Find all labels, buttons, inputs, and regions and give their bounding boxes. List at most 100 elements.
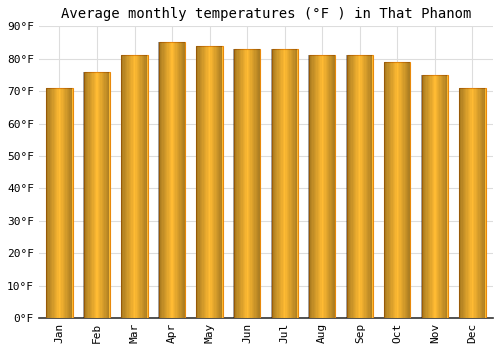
Bar bbox=[444, 75, 446, 318]
Bar bbox=[212, 46, 213, 318]
Bar bbox=[248, 49, 249, 318]
Bar bbox=[364, 55, 366, 318]
Bar bbox=[386, 62, 388, 318]
Bar bbox=[438, 75, 440, 318]
Bar bbox=[217, 46, 218, 318]
Bar bbox=[254, 49, 256, 318]
Bar bbox=[84, 72, 110, 318]
Bar bbox=[282, 49, 284, 318]
Bar bbox=[164, 42, 165, 318]
Bar bbox=[402, 62, 403, 318]
Bar bbox=[278, 49, 279, 318]
Bar bbox=[400, 62, 402, 318]
Bar bbox=[286, 49, 288, 318]
Bar bbox=[208, 46, 209, 318]
Bar bbox=[429, 75, 430, 318]
Bar bbox=[100, 72, 102, 318]
Bar bbox=[327, 55, 328, 318]
Bar bbox=[52, 88, 54, 318]
Bar bbox=[288, 49, 290, 318]
Bar bbox=[56, 88, 58, 318]
Bar bbox=[460, 88, 461, 318]
Bar bbox=[371, 55, 372, 318]
Bar bbox=[434, 75, 436, 318]
Bar bbox=[138, 55, 139, 318]
Bar bbox=[64, 88, 66, 318]
Bar bbox=[48, 88, 50, 318]
Bar bbox=[358, 55, 359, 318]
Bar bbox=[312, 55, 314, 318]
Bar bbox=[355, 55, 356, 318]
Bar bbox=[210, 46, 212, 318]
Bar bbox=[348, 55, 350, 318]
Bar bbox=[370, 55, 371, 318]
Bar bbox=[322, 55, 323, 318]
Bar bbox=[174, 42, 176, 318]
Bar bbox=[472, 88, 473, 318]
Bar bbox=[359, 55, 360, 318]
Bar bbox=[159, 42, 185, 318]
Bar bbox=[124, 55, 126, 318]
Bar bbox=[62, 88, 64, 318]
Bar bbox=[158, 42, 160, 318]
Bar bbox=[424, 75, 425, 318]
Bar bbox=[136, 55, 138, 318]
Bar bbox=[83, 72, 84, 318]
Bar bbox=[367, 55, 368, 318]
Bar bbox=[220, 46, 221, 318]
Bar bbox=[310, 55, 311, 318]
Title: Average monthly temperatures (°F ) in That Phanom: Average monthly temperatures (°F ) in Th… bbox=[60, 7, 471, 21]
Bar bbox=[368, 55, 370, 318]
Bar bbox=[50, 88, 51, 318]
Bar bbox=[426, 75, 428, 318]
Bar bbox=[143, 55, 144, 318]
Bar bbox=[441, 75, 442, 318]
Bar bbox=[122, 55, 124, 318]
Bar bbox=[250, 49, 252, 318]
Bar bbox=[84, 72, 86, 318]
Bar bbox=[408, 62, 410, 318]
Bar bbox=[271, 49, 272, 318]
Bar bbox=[296, 49, 297, 318]
Bar bbox=[96, 72, 98, 318]
Bar bbox=[46, 88, 72, 318]
Bar bbox=[428, 75, 429, 318]
Bar bbox=[436, 75, 437, 318]
Bar bbox=[180, 42, 182, 318]
Bar bbox=[318, 55, 319, 318]
Bar bbox=[218, 46, 220, 318]
Bar bbox=[142, 55, 143, 318]
Bar bbox=[396, 62, 398, 318]
Bar bbox=[249, 49, 250, 318]
Bar bbox=[389, 62, 390, 318]
Bar bbox=[66, 88, 68, 318]
Bar bbox=[55, 88, 56, 318]
Bar bbox=[354, 55, 355, 318]
Bar bbox=[323, 55, 324, 318]
Bar bbox=[290, 49, 292, 318]
Bar bbox=[352, 55, 354, 318]
Bar bbox=[478, 88, 480, 318]
Bar bbox=[425, 75, 426, 318]
Bar bbox=[95, 72, 96, 318]
Bar bbox=[314, 55, 315, 318]
Bar bbox=[432, 75, 433, 318]
Bar bbox=[236, 49, 238, 318]
Bar bbox=[128, 55, 130, 318]
Bar bbox=[176, 42, 178, 318]
Bar bbox=[87, 72, 88, 318]
Bar bbox=[384, 62, 410, 318]
Bar bbox=[406, 62, 407, 318]
Bar bbox=[311, 55, 312, 318]
Bar bbox=[161, 42, 162, 318]
Bar bbox=[59, 88, 60, 318]
Bar bbox=[204, 46, 205, 318]
Bar bbox=[196, 46, 197, 318]
Bar bbox=[198, 46, 200, 318]
Bar bbox=[182, 42, 183, 318]
Bar bbox=[213, 46, 214, 318]
Bar bbox=[422, 75, 424, 318]
Bar bbox=[331, 55, 332, 318]
Bar bbox=[465, 88, 466, 318]
Bar bbox=[320, 55, 322, 318]
